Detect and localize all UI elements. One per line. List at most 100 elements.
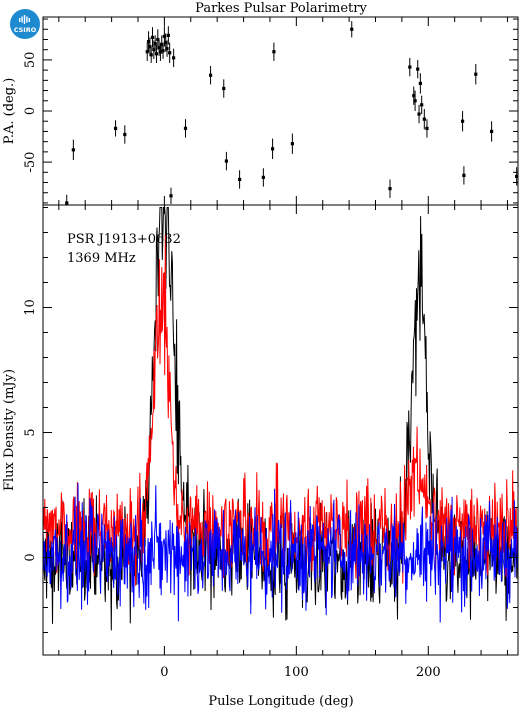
- pa-point: [408, 57, 412, 77]
- pa-marker: [515, 174, 519, 178]
- pa-marker: [418, 81, 422, 86]
- chart-title: Parkes Pulsar Polarimetry: [195, 1, 367, 16]
- longitude-axis-label: Pulse Longitude (deg): [208, 694, 353, 709]
- pa-point: [420, 95, 424, 115]
- pa-point: [413, 90, 417, 111]
- pa-point: [150, 27, 155, 48]
- pa-point: [166, 26, 170, 45]
- x-tick-label: 200: [416, 665, 441, 680]
- pa-marker: [161, 49, 165, 53]
- pa-marker: [222, 86, 226, 91]
- pa-marker: [169, 194, 173, 198]
- pa-point: [172, 48, 176, 68]
- pa-marker: [164, 40, 168, 45]
- pa-marker: [272, 50, 276, 54]
- pa-point: [123, 125, 127, 144]
- pa-point: [154, 44, 159, 63]
- pulsar-name: PSR J1913+0632: [67, 232, 181, 247]
- pa-marker: [290, 142, 294, 146]
- pa-marker: [71, 148, 75, 152]
- pa-point: [208, 66, 213, 85]
- pa-marker: [350, 27, 354, 31]
- flux-series-line: [42, 483, 519, 623]
- pa-point: [169, 187, 173, 204]
- pa-point: [388, 179, 392, 198]
- pa-marker: [490, 129, 494, 134]
- pa-marker: [425, 126, 429, 130]
- pa-marker: [416, 67, 420, 71]
- pa-point: [425, 119, 429, 138]
- pa-axis-ticks: -50 0 50: [23, 17, 518, 205]
- pa-point: [418, 73, 422, 94]
- pa-marker: [172, 56, 176, 60]
- csiro-logo: CSIRO: [10, 9, 40, 39]
- y-tick-label: -50: [23, 152, 38, 173]
- pa-point: [417, 104, 421, 124]
- signal-bars-icon: [19, 15, 30, 24]
- y-tick-label: 0: [23, 107, 38, 115]
- pa-point: [146, 31, 151, 52]
- pa-marker: [261, 175, 265, 180]
- pa-marker: [153, 41, 157, 46]
- x-tick-label: 0: [160, 665, 168, 680]
- pa-marker: [412, 94, 416, 98]
- pa-point: [290, 133, 294, 154]
- pa-marker: [162, 34, 166, 39]
- pa-marker: [148, 45, 152, 49]
- pa-marker: [237, 177, 242, 182]
- logo-text: CSIRO: [13, 26, 37, 34]
- pa-point: [145, 42, 149, 61]
- pa-marker: [150, 35, 155, 40]
- pa-marker: [413, 99, 417, 103]
- position-angle-panel: -50 0 50 P.A. (deg.): [2, 16, 519, 206]
- pa-marker: [146, 39, 151, 44]
- flux-series: [42, 207, 519, 631]
- pa-point: [153, 35, 157, 52]
- pa-point: [462, 166, 466, 185]
- pa-point: [350, 21, 354, 38]
- pa-point: [183, 119, 188, 138]
- pa-marker: [158, 50, 163, 54]
- pa-point: [224, 151, 229, 171]
- observing-frequency: 1369 MHz: [67, 251, 136, 266]
- pa-marker: [149, 53, 153, 57]
- pa-marker: [157, 46, 161, 50]
- pa-point: [490, 121, 494, 142]
- pa-marker: [165, 47, 169, 51]
- pa-panel-frame: [42, 16, 519, 206]
- pa-marker: [460, 119, 465, 123]
- pa-marker: [166, 33, 170, 37]
- pa-marker: [113, 126, 118, 130]
- flux-axis-label: Flux Density (mJy): [2, 369, 17, 491]
- pa-marker: [270, 147, 275, 151]
- pa-marker: [156, 37, 160, 42]
- pa-point: [71, 139, 75, 161]
- pa-marker: [420, 103, 424, 107]
- y-tick-label: 5: [23, 428, 38, 436]
- pa-marker: [183, 126, 188, 130]
- pa-point: [168, 42, 172, 63]
- x-tick-label: 100: [284, 665, 309, 680]
- pa-axis-label: P.A. (deg.): [2, 78, 17, 145]
- pa-marker: [154, 52, 159, 56]
- y-tick-label: 50: [23, 52, 38, 69]
- pa-marker: [152, 48, 156, 52]
- pa-marker: [388, 187, 392, 191]
- flux-axis-ticks: 0 100 200 0 5 10: [23, 205, 518, 680]
- pa-point: [270, 138, 275, 160]
- pa-point: [65, 194, 69, 205]
- flux-panel-frame: [42, 204, 519, 656]
- pa-point: [474, 64, 478, 85]
- pa-marker: [123, 132, 127, 137]
- pa-marker: [208, 73, 213, 77]
- pa-marker: [474, 72, 478, 76]
- flux-density-panel: 0 100 200 0 5 10 Flux Density (mJy) Pulse Lon…: [2, 204, 519, 709]
- pa-point: [416, 59, 420, 79]
- pa-point: [272, 42, 276, 61]
- pa-marker: [160, 42, 164, 47]
- pa-marker: [422, 117, 426, 121]
- pa-marker: [145, 50, 149, 54]
- y-tick-label: 10: [23, 299, 38, 316]
- pa-marker: [417, 112, 421, 116]
